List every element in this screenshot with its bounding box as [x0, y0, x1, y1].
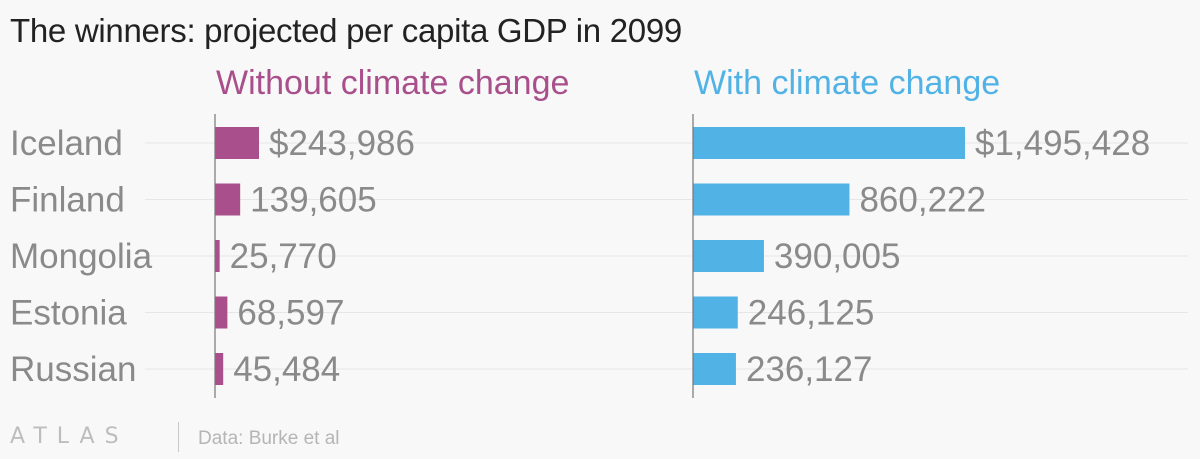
category-label: Estonia — [10, 294, 127, 333]
data-label: 68,597 — [237, 294, 344, 333]
bar — [693, 127, 965, 159]
data-source: Data: Burke et al — [198, 428, 340, 449]
category-label: Mongolia — [10, 237, 153, 276]
category-label: Russian — [10, 350, 136, 389]
data-label: 236,127 — [746, 350, 873, 389]
bar — [693, 296, 738, 329]
bar — [215, 353, 224, 385]
bar — [215, 127, 259, 159]
data-label: $1,495,428 — [975, 124, 1150, 163]
series-header: Without climate change — [216, 64, 569, 102]
data-label: 390,005 — [774, 237, 901, 276]
data-label: $243,986 — [269, 124, 415, 163]
bar — [693, 240, 764, 272]
data-label: 139,605 — [250, 181, 377, 220]
atlas-logo: ATLAS — [10, 424, 129, 449]
category-label: Finland — [10, 181, 125, 220]
footer-divider — [178, 422, 179, 452]
bar — [693, 183, 850, 216]
chart-title: The winners: projected per capita GDP in… — [10, 12, 682, 49]
data-label: 25,770 — [230, 237, 337, 276]
data-label: 860,222 — [859, 181, 986, 220]
bar — [215, 296, 228, 329]
bar — [215, 240, 220, 272]
data-label: 246,125 — [748, 294, 875, 333]
bar — [693, 353, 736, 385]
category-label: Iceland — [10, 124, 123, 163]
bar — [215, 183, 241, 216]
series-header: With climate change — [694, 64, 1000, 102]
data-label: 45,484 — [233, 350, 340, 389]
